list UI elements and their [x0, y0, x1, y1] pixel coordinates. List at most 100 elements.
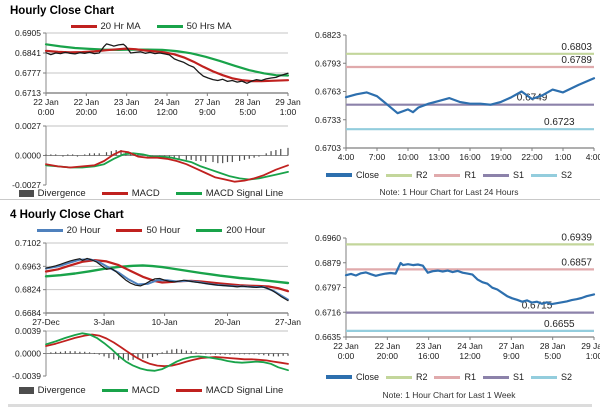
x-tick-label: 27-Jan [275, 317, 301, 327]
legend-label: S2 [561, 372, 573, 382]
four-hourly-macd-legend: Divergence MACD MACD Signal Line [8, 385, 294, 396]
divergence-bar [253, 353, 255, 355]
legend-item-s1: S1 [483, 372, 524, 382]
divergence-bar [79, 351, 81, 354]
axes [343, 237, 595, 340]
legend-item-divergence: Divergence [18, 188, 86, 199]
x-tick-label: 23 Jan [416, 341, 442, 351]
legend-swatch [101, 192, 128, 195]
legend-label: 50 Hrs MA [186, 21, 232, 32]
x-tick-label: 9:00 [503, 351, 520, 361]
axes [43, 125, 288, 186]
x-tick-label: 29 Jan [275, 97, 301, 107]
legend-label: R2 [415, 372, 428, 382]
x-tick-label: 10:00 [397, 152, 419, 162]
series-close [45, 257, 289, 302]
divergence-bar [161, 352, 163, 354]
x-tick-label: 7:00 [369, 152, 386, 162]
x-tick-label: 1:00 [586, 351, 600, 361]
section-divider [0, 199, 600, 200]
x-tick-label: 22 Jan [333, 341, 359, 351]
legend-swatch [385, 375, 412, 379]
y-tick-label: -0.0027 [12, 180, 41, 190]
legend-label: R2 [415, 170, 428, 180]
x-tick-label: 4:00 [338, 152, 355, 162]
legend-item-s1: S1 [483, 170, 524, 180]
divergence-bar [88, 153, 91, 156]
divergence-bar [287, 353, 289, 356]
divergence-bar [72, 154, 74, 156]
legend-swatch [196, 229, 223, 232]
x-tick-label: 10-Jan [152, 317, 178, 327]
legend-label: 20 Hour [66, 225, 101, 236]
legend-swatch [325, 375, 352, 379]
legend-item-macd-signal-line: MACD Signal Line [175, 385, 283, 396]
divergence-bar [142, 353, 144, 359]
divergence-bar [156, 353, 158, 356]
divergence-bar [93, 352, 95, 354]
divergence-bar [272, 353, 275, 357]
x-tick-label: 24 Jan [457, 341, 483, 351]
legend-label: MACD [131, 385, 160, 396]
divergence-bar [69, 351, 71, 354]
divergence-bar [280, 148, 282, 156]
divergence-bar [200, 352, 202, 354]
legend-swatch [434, 375, 461, 379]
divergence-bar [258, 353, 260, 355]
y-tick-label: 0.0039 [15, 326, 41, 336]
legend-label: R1 [464, 170, 476, 180]
divergence-bar [55, 154, 57, 156]
y-tick-labels: 0.0027 0.0000 -0.0027 [12, 121, 41, 190]
legend-label: 50 Hour [146, 225, 181, 236]
x-tick-label: 0:00 [338, 351, 355, 361]
legend-swatch [70, 25, 97, 28]
level-label-r2: 0.6939 [561, 232, 592, 243]
pivot-1wk-legend: Close R2 R1 S1 S2 [300, 372, 598, 382]
divergence-bar [185, 155, 187, 160]
divergence-bar [110, 151, 112, 156]
divergence-bar [50, 154, 52, 156]
divergence-bar [173, 155, 175, 159]
y-tick-label: 0.6716 [315, 307, 341, 317]
divergence-bar [176, 348, 178, 354]
x-tick-label: 13:00 [428, 152, 450, 162]
x-tick-label: 20:00 [377, 351, 399, 361]
divergence-bar [253, 155, 255, 158]
divergence-bar [195, 352, 197, 354]
divergence-bar [265, 153, 267, 156]
legend-item-close: Close [325, 372, 379, 382]
divergence-bar [98, 353, 100, 355]
x-tick-labels: 27-Dec 3-Jan 10-Jan 20-Jan 27-Jan [32, 317, 301, 327]
divergence-bar [185, 350, 187, 354]
legend-item-200-hour: 200 Hour [196, 225, 265, 236]
divergence-bar [248, 155, 250, 159]
divergence-bar [190, 155, 192, 160]
divergence-bar [190, 351, 192, 354]
divergence-bar [122, 353, 125, 361]
y-tick-labels: 0.0039 0.0000 -0.0039 [12, 326, 41, 381]
divergence-bar [258, 155, 260, 157]
legend-label: S1 [513, 372, 525, 382]
divergence-bar [166, 350, 168, 354]
legend-item-s2: S2 [531, 372, 572, 382]
y-tick-label: 0.0027 [15, 121, 41, 131]
y-tick-labels: 0.6960 0.6879 0.6797 0.6716 0.6635 [315, 233, 341, 342]
legend-label: MACD [131, 188, 160, 199]
y-tick-label: 0.6733 [315, 115, 341, 125]
divergence-bar [205, 353, 207, 355]
pivot-1wk-note: Note: 1 Hour Chart for Last 1 Week [382, 390, 516, 400]
x-tick-label: 28 Jan [540, 341, 566, 351]
level-label-s2: 0.6723 [544, 117, 575, 128]
legend-item-20-hr-ma: 20 Hr MA [70, 21, 141, 32]
x-tick-label: 16:00 [116, 107, 138, 117]
divergence-bar [209, 353, 212, 355]
x-tick-label: 9:00 [199, 107, 216, 117]
legend-swatch [36, 229, 63, 232]
legend-item-r2: R2 [385, 170, 428, 180]
legend-swatch [325, 173, 352, 177]
divergence-bar [108, 353, 110, 359]
hourly-close-chart-title: Hourly Close Chart [10, 5, 115, 17]
y-tick-label: 0.6960 [315, 233, 341, 243]
